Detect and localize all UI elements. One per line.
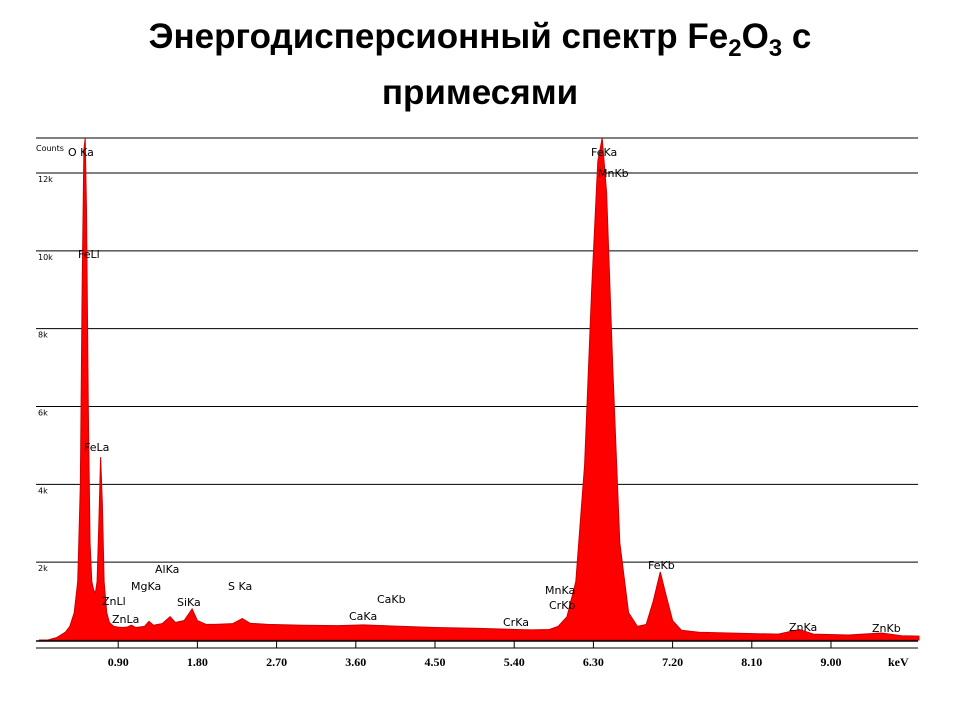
peak-label: S Ka [228, 580, 252, 593]
peak-label: FeLl [78, 248, 100, 261]
title-part: примесями [382, 73, 578, 112]
peak-label: ZnKa [789, 621, 817, 634]
y-tick-label: 10k [38, 253, 53, 262]
peak-label: CrKa [503, 616, 529, 629]
plot-area: 2k 4k 6k 8k 10k 12k 0.90 1.80 2.70 3.60 4.50 5.40 6.… [36, 137, 920, 669]
peak-label: FeKb [648, 559, 675, 572]
spectrum [39, 137, 920, 641]
x-tick-label: 3.60 [345, 655, 366, 669]
chart-title: примесями [382, 73, 578, 112]
y-tick-label: 2k [38, 564, 48, 573]
x-tick-label: 8.10 [741, 655, 762, 669]
x-tick-label: 2.70 [266, 655, 287, 669]
y-tick-label: 8k [38, 331, 48, 340]
peak-label: CaKb [377, 593, 406, 606]
x-tick-label: 7.20 [662, 655, 683, 669]
chart-title: Энергодисперсионный спектр Fe2O3 с [149, 17, 812, 62]
peak-label: ZnLa [112, 613, 139, 626]
peak-label: MnKb [598, 167, 629, 180]
x-tick-label: 1.80 [187, 655, 208, 669]
title-part: O [742, 17, 769, 56]
peak-label: MgKa [131, 580, 161, 593]
x-tick-label: 5.40 [504, 655, 525, 669]
x-tick-label: 6.30 [583, 655, 604, 669]
peak-label: FeLa [84, 441, 109, 454]
x-tick-label: 9.00 [821, 655, 842, 669]
y-tick-label: 4k [38, 486, 48, 495]
peak-label: CrKb [549, 599, 575, 612]
y-axis-label: Counts [36, 144, 64, 153]
peak-label: SiKa [177, 596, 201, 609]
title-part: Энергодисперсионный спектр Fe [149, 17, 729, 56]
peak-label: CaKa [349, 610, 377, 623]
peak-label: ZnKb [872, 622, 901, 635]
peak-label: AlKa [155, 563, 179, 576]
title-part: 3 [769, 35, 782, 62]
peak-label: O Ka [68, 146, 94, 159]
x-axis-label: keV [888, 655, 909, 669]
y-tick-label: 12k [38, 175, 53, 184]
peak-label: ZnLl [102, 595, 126, 608]
peak-label: FeKa [591, 146, 617, 159]
peak-label: MnKa [545, 584, 575, 597]
y-tick-label: 6k [38, 409, 48, 418]
title-part: 2 [728, 35, 741, 62]
x-tick-label: 4.50 [425, 655, 446, 669]
x-tick-label: 0.90 [108, 655, 129, 669]
annotations: O Ka FeLl FeLa ZnLl ZnLa MgKa AlKa SiKa … [68, 146, 901, 635]
title-part: с [782, 17, 811, 56]
